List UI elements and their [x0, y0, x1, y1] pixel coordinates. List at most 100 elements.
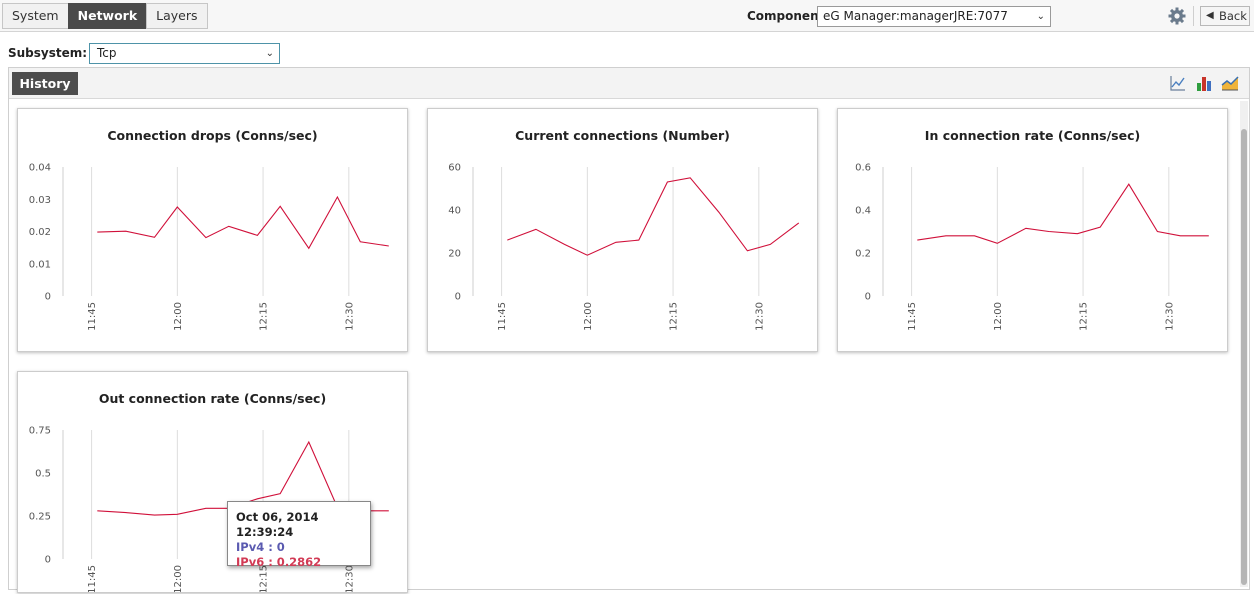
- data-point: [205, 507, 207, 509]
- data-point: [638, 239, 640, 241]
- y-tick-label: 0.5: [35, 469, 51, 480]
- data-point: [308, 441, 310, 443]
- tooltip-ipv4: IPv4 : 0: [236, 540, 285, 554]
- data-point: [176, 206, 178, 208]
- data-point: [615, 241, 617, 243]
- tab-layers[interactable]: Layers: [146, 3, 208, 29]
- chart-tooltip: Oct 06, 2014 12:39:24 IPv4 : 0 IPv6 : 0.…: [227, 501, 371, 569]
- gear-icon[interactable]: [1167, 6, 1187, 26]
- back-button[interactable]: ◀ Back: [1200, 6, 1250, 26]
- x-tick-label: 12:15: [259, 302, 270, 331]
- chart-connection-drops: 11:45 12:00 12:15 12:30 0.04 0.03 0.02 0.01 0: [29, 163, 390, 331]
- chart-title: In connection rate (Conns/sec): [924, 128, 1141, 143]
- data-point: [666, 181, 668, 183]
- x-tick-label: 12:00: [993, 302, 1004, 331]
- data-point: [973, 235, 975, 237]
- data-point: [176, 513, 178, 515]
- data-point: [996, 242, 998, 244]
- y-tick-label: 0.75: [29, 426, 51, 437]
- x-tick-label: 12:30: [1164, 302, 1175, 331]
- vertical-scrollbar[interactable]: [1240, 101, 1248, 587]
- data-point: [228, 225, 230, 227]
- y-tick-label: 0.25: [29, 512, 51, 523]
- chart-in-connection-rate: 11:45 12:00 12:15 12:30 0.6 0.4 0.2 0: [855, 163, 1210, 331]
- toolbar-divider: [1193, 6, 1194, 26]
- back-arrow-icon: ◀: [1206, 10, 1214, 21]
- data-point: [279, 205, 281, 207]
- data-point: [205, 236, 207, 238]
- subsystem-select-value: Tcp: [97, 46, 117, 60]
- data-point: [388, 245, 390, 247]
- data-point: [769, 243, 771, 245]
- chevron-down-icon: ⌄: [1036, 11, 1045, 22]
- x-tick-label: 12:15: [669, 302, 680, 331]
- y-tick-label: 0.6: [855, 163, 871, 174]
- tab-network[interactable]: Network: [67, 3, 148, 29]
- x-tick-label: 12:00: [583, 302, 594, 331]
- series-line: [917, 183, 1209, 244]
- y-tick-label: 0: [45, 292, 51, 303]
- data-point: [1025, 227, 1027, 229]
- chart-current-connections: 11:45 12:00 12:15 12:30 60 40 20 0: [448, 163, 800, 331]
- data-point: [1208, 235, 1210, 237]
- x-tick-label: 12:15: [1079, 302, 1090, 331]
- data-point: [1048, 230, 1050, 232]
- data-point: [125, 230, 127, 232]
- data-point: [746, 250, 748, 252]
- subsystem-label: Subsystem:: [8, 46, 88, 60]
- y-tick-label: 0: [455, 292, 461, 303]
- x-tick-label: 12:00: [173, 565, 184, 593]
- series-line: [507, 177, 800, 256]
- data-point: [1156, 230, 1158, 232]
- data-point: [153, 236, 155, 238]
- chevron-down-icon: ⌄: [265, 48, 274, 59]
- data-point: [586, 254, 588, 256]
- series-line: [97, 195, 389, 250]
- data-point: [1076, 232, 1078, 234]
- data-point: [798, 222, 800, 224]
- scrollbar-thumb[interactable]: [1241, 129, 1247, 585]
- data-point: [256, 234, 258, 236]
- x-tick-label: 12:30: [344, 565, 355, 593]
- chart-title: Connection drops (Conns/sec): [107, 128, 318, 143]
- data-point: [256, 498, 258, 500]
- tab-strip: System Network Layers: [2, 3, 208, 29]
- data-point: [279, 492, 281, 494]
- component-select-value: eG Manager:managerJRE:7077: [823, 9, 1008, 23]
- component-select[interactable]: eG Manager:managerJRE:7077 ⌄: [817, 6, 1051, 27]
- y-tick-label: 0.2: [855, 249, 871, 260]
- x-tick-label: 11:45: [907, 302, 918, 331]
- x-tick-label: 11:45: [87, 302, 98, 331]
- chart-title: Current connections (Number): [515, 128, 730, 143]
- x-tick-label: 11:45: [87, 565, 98, 593]
- data-point: [125, 511, 127, 513]
- area-chart-icon[interactable]: [1221, 74, 1239, 92]
- y-tick-label: 20: [448, 249, 461, 260]
- panel-header: History: [9, 68, 1249, 99]
- data-point: [718, 211, 720, 213]
- data-point: [689, 177, 691, 179]
- component-label: Component: [747, 9, 825, 23]
- chart-title: Out connection rate (Conns/sec): [98, 391, 327, 406]
- line-chart-icon[interactable]: [1169, 74, 1187, 92]
- data-point: [336, 196, 338, 198]
- data-point: [1099, 226, 1101, 228]
- x-tick-label: 12:00: [173, 302, 184, 331]
- data-point: [945, 235, 947, 237]
- x-tick-label: 11:45: [497, 302, 508, 331]
- history-tab[interactable]: History: [12, 72, 78, 95]
- data-point: [1179, 235, 1181, 237]
- tooltip-ipv6: IPv6 : 0.2862: [236, 555, 322, 569]
- data-point: [563, 243, 565, 245]
- y-tick-label: 0.02: [29, 227, 51, 238]
- subsystem-select[interactable]: Tcp ⌄: [89, 43, 280, 64]
- bar-chart-icon[interactable]: [1195, 74, 1213, 92]
- data-point: [308, 247, 310, 249]
- x-tick-label: 12:15: [259, 565, 270, 593]
- y-tick-label: 0: [45, 555, 51, 566]
- tab-system[interactable]: System: [2, 3, 69, 29]
- top-bar: System Network Layers Component eG Manag…: [0, 0, 1254, 32]
- data-point: [535, 228, 537, 230]
- chart-card-current-connections: Current connections (Number) 11:45 12:00 1…: [427, 108, 818, 352]
- data-point: [153, 514, 155, 516]
